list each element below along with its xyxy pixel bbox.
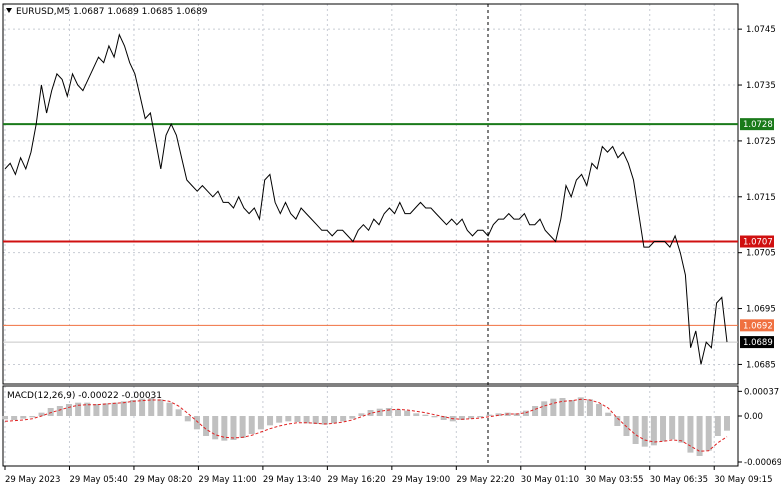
macd-histogram (2, 397, 730, 456)
macd-tick-label: 0.00 (744, 412, 763, 422)
x-tick-label: 29 May 11:00 (198, 475, 256, 485)
x-tick-label: 29 May 22:20 (456, 475, 514, 485)
time-axis: 29 May 2023 29 May 05:40 29 May 08:20 29 Ma… (4, 466, 773, 485)
y-tick-label: 1.0725 (746, 137, 776, 147)
level-label-red: 1.0707 (743, 238, 773, 248)
level-label-bg-red (740, 235, 774, 248)
macd-header-text: MACD(12,26,9) -0.00022 -0.00031 (7, 391, 162, 401)
x-tick-label: 29 May 19:00 (392, 475, 450, 485)
symbol-header-text: EURUSD,M5 1.0687 1.0689 1.0685 1.0689 (16, 7, 208, 17)
level-labels: 1.0728 1.0707 1.0692 1.0689 (740, 118, 774, 349)
x-tick-label: 29 May 2023 (5, 475, 60, 485)
price-series-line (4, 33, 728, 365)
symbol-header[interactable]: EURUSD,M5 1.0687 1.0689 1.0685 1.0689 (6, 7, 208, 17)
price-axis: 1.0745 1.0735 1.0725 1.0715 1.0705 1.0695 1.06… (738, 25, 776, 370)
level-label-bg-current (740, 336, 774, 349)
level-label-green: 1.0728 (743, 120, 773, 130)
macd-pane-frame (2, 385, 739, 467)
x-tick-label: 30 May 01:10 (521, 475, 579, 485)
x-tick-label: 29 May 08:20 (134, 475, 192, 485)
y-tick-label: 1.0705 (746, 249, 776, 259)
y-tick-label: 1.0685 (746, 360, 776, 370)
y-tick-label: 1.0735 (746, 81, 776, 91)
level-label-orange: 1.0692 (743, 321, 773, 331)
y-tick-label: 1.0715 (746, 193, 776, 203)
x-tick-label: 29 May 16:20 (327, 475, 385, 485)
price-pane-frame (2, 3, 739, 385)
macd-tick-label: 0.00037 (744, 387, 779, 397)
x-tick-label: 29 May 13:40 (263, 475, 321, 485)
level-label-current: 1.0689 (743, 338, 773, 348)
x-tick-label: 30 May 09:15 (714, 475, 772, 485)
x-tick-label: 29 May 05:40 (69, 475, 127, 485)
level-label-bg-orange (740, 319, 774, 332)
y-tick-label: 1.0745 (746, 25, 776, 35)
y-tick-label: 1.0695 (746, 305, 776, 315)
macd-axis: 0.00037 0.00 -0.00069 (738, 387, 781, 468)
dropdown-triangle-icon[interactable] (6, 8, 12, 13)
x-tick-label: 30 May 06:35 (650, 475, 708, 485)
level-label-bg-green (740, 118, 774, 131)
macd-tick-label: -0.00069 (744, 458, 781, 468)
x-tick-label: 30 May 03:55 (585, 475, 643, 485)
macd-signal-line (4, 398, 728, 452)
price-grid (3, 4, 738, 384)
price-levels (3, 123, 738, 343)
